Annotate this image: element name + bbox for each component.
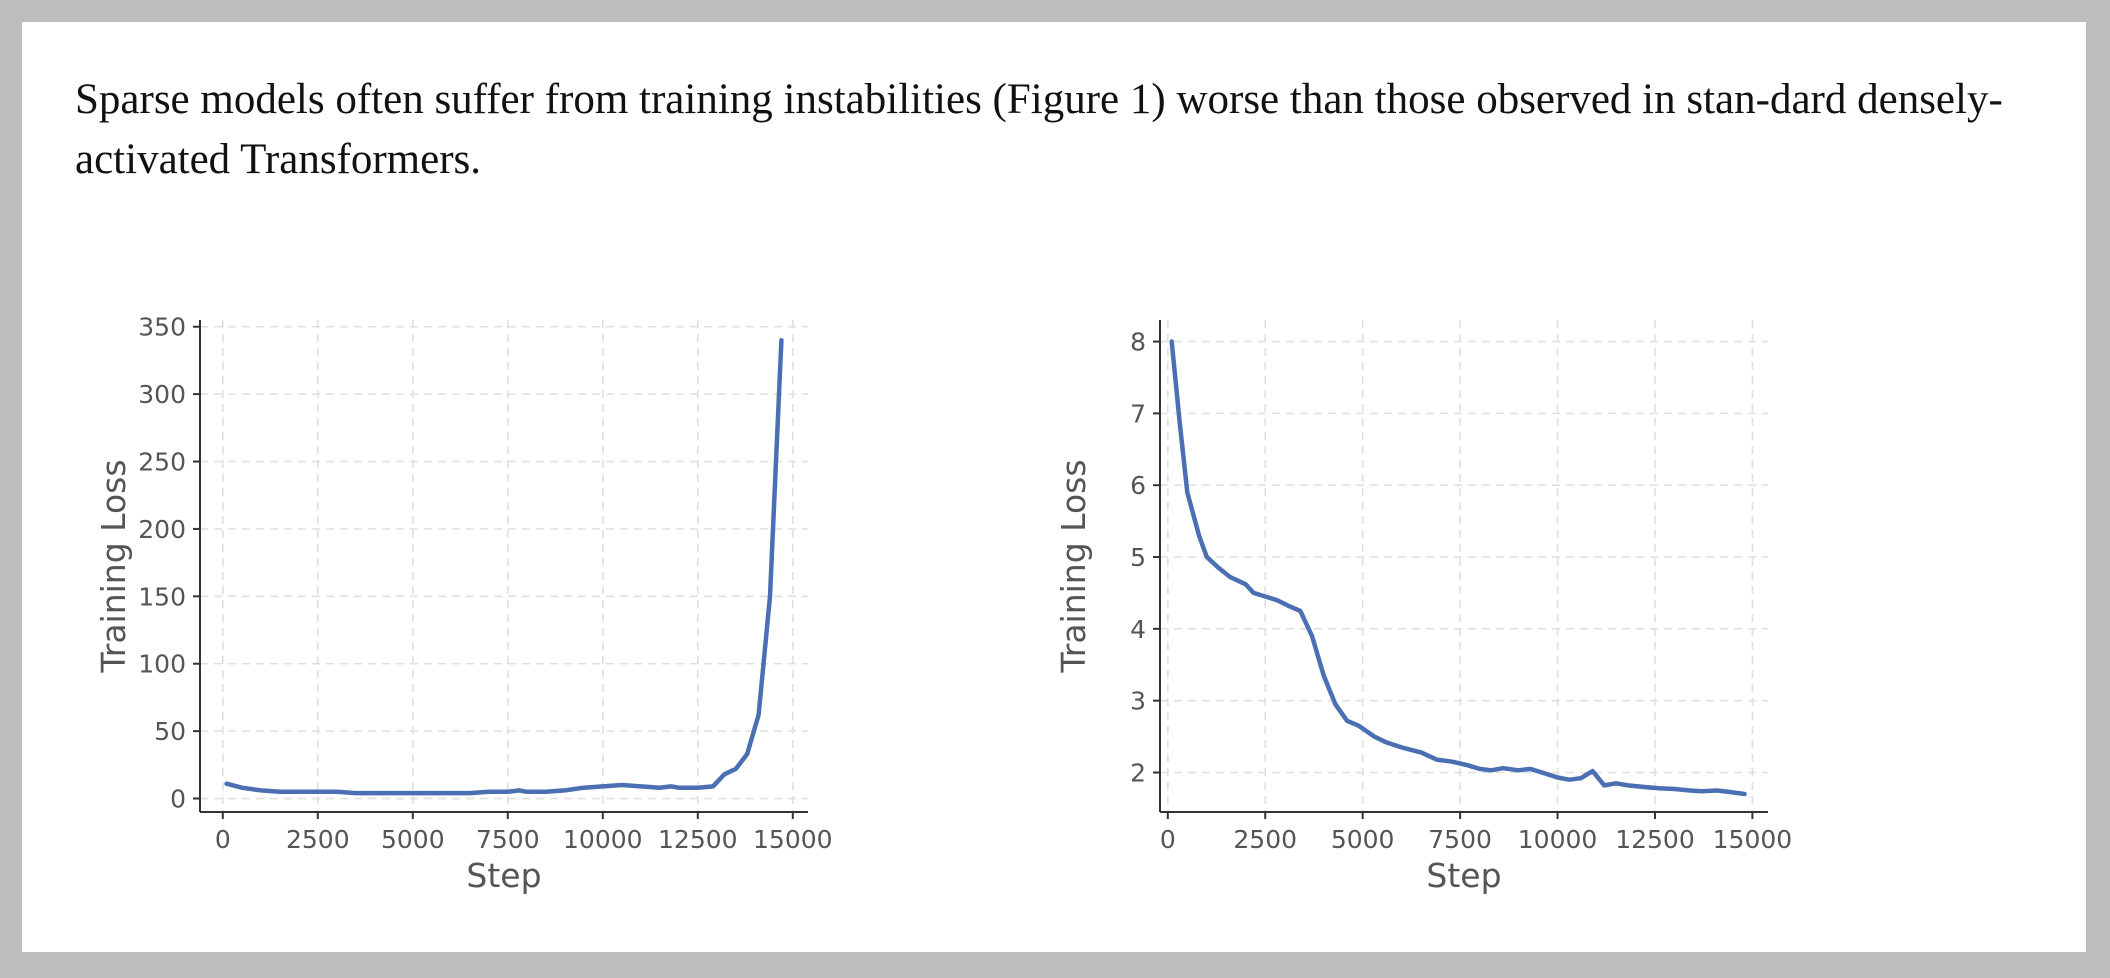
y-tick-label: 7 — [1130, 399, 1146, 428]
x-tick-label: 15000 — [1713, 825, 1793, 854]
training-loss-series-line — [1169, 339, 1747, 797]
x-tick-label: 7500 — [1428, 825, 1492, 854]
x-tick-label: 7500 — [476, 825, 540, 854]
y-tick-label: 50 — [154, 717, 186, 746]
figure-caption: Sparse models often suffer from training… — [75, 76, 2003, 183]
y-tick-label: 200 — [138, 515, 186, 544]
x-tick-label: 12500 — [1615, 825, 1695, 854]
x-tick-label: 5000 — [381, 825, 445, 854]
y-axis-label: Training Loss — [1054, 459, 1093, 673]
x-tick-label: 0 — [215, 825, 231, 854]
y-tick-label: 300 — [138, 380, 186, 409]
y-tick-label: 0 — [170, 785, 186, 814]
y-tick-label: 3 — [1130, 687, 1146, 716]
y-axis-label: Training Loss — [94, 459, 133, 673]
x-tick-label: 10000 — [1518, 825, 1598, 854]
x-tick-label: 10000 — [563, 825, 643, 854]
figure-frame: Sparse models often suffer from training… — [22, 22, 2086, 952]
x-axis-label: Step — [466, 856, 541, 895]
x-tick-label: 2500 — [1233, 825, 1297, 854]
y-tick-label: 6 — [1130, 471, 1146, 500]
x-axis-label: Step — [1426, 856, 1501, 895]
training-loss-chart-unstable: 0 2500 5000 7500 10000 12500 15000 0 50 100 150 200… — [94, 313, 833, 895]
y-tick-label: 5 — [1130, 543, 1146, 572]
training-loss-series-line — [224, 337, 784, 796]
x-tick-label: 5000 — [1331, 825, 1395, 854]
x-tick-label: 2500 — [286, 825, 350, 854]
y-tick-label: 350 — [138, 313, 186, 342]
y-tick-label: 4 — [1130, 615, 1146, 644]
y-tick-label: 2 — [1130, 758, 1146, 787]
y-tick-label: 250 — [138, 448, 186, 477]
y-tick-label: 150 — [138, 582, 186, 611]
y-tick-label: 8 — [1130, 328, 1146, 357]
y-tick-label: 100 — [138, 650, 186, 679]
training-loss-chart-stable: 0 2500 5000 7500 10000 12500 15000 2 3 4 5 6 7 8 Step T… — [1054, 320, 1793, 895]
x-tick-label: 15000 — [753, 825, 833, 854]
x-tick-label: 12500 — [658, 825, 738, 854]
x-tick-label: 0 — [1160, 825, 1176, 854]
